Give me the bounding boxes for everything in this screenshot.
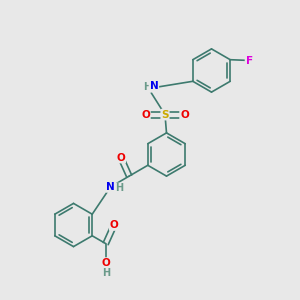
Text: O: O (101, 258, 110, 268)
Text: H: H (116, 183, 124, 194)
Text: H: H (102, 268, 110, 278)
Text: O: O (180, 110, 189, 120)
Text: O: O (141, 110, 150, 120)
Text: F: F (245, 56, 253, 66)
Text: N: N (106, 182, 115, 192)
Text: H: H (143, 82, 151, 92)
Text: O: O (110, 220, 118, 230)
Text: N: N (149, 81, 158, 91)
Text: O: O (116, 152, 125, 163)
Text: S: S (161, 110, 169, 120)
